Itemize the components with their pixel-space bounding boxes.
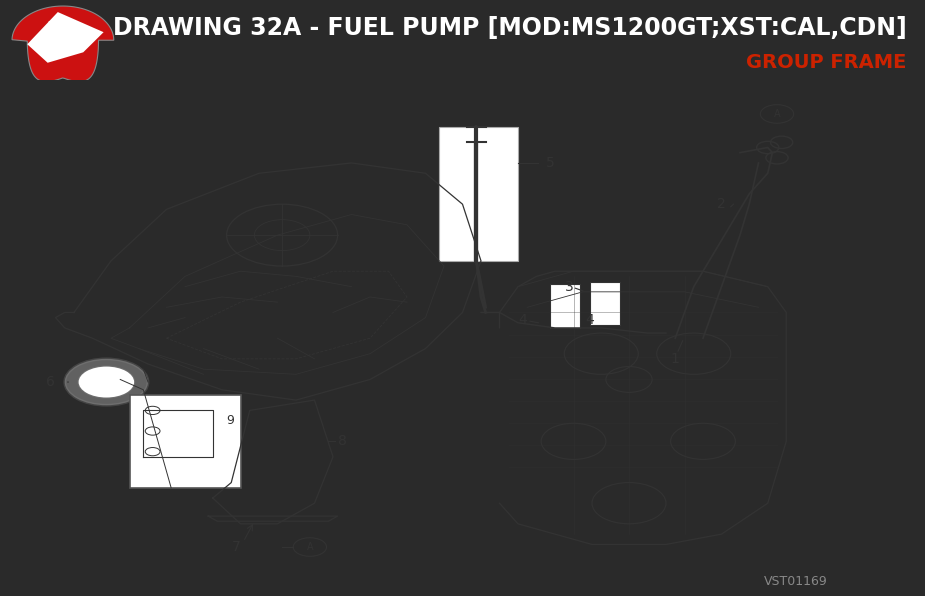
Text: 4: 4	[586, 313, 595, 327]
Text: 3: 3	[564, 280, 574, 294]
Text: 7: 7	[231, 540, 240, 554]
Text: 9: 9	[227, 414, 235, 427]
Text: A: A	[306, 542, 314, 552]
Text: 6: 6	[46, 375, 55, 389]
Text: DUCATI: DUCATI	[47, 21, 79, 30]
Text: 8: 8	[338, 434, 347, 448]
Text: GROUP FRAME: GROUP FRAME	[746, 53, 906, 72]
FancyBboxPatch shape	[550, 284, 580, 328]
Polygon shape	[12, 6, 114, 82]
Text: 2: 2	[717, 197, 726, 211]
FancyBboxPatch shape	[130, 395, 240, 488]
Text: DRAWING 32A - FUEL PUMP [MOD:MS1200GT;XST:CAL,CDN]: DRAWING 32A - FUEL PUMP [MOD:MS1200GT;XS…	[113, 16, 906, 40]
Text: 5: 5	[546, 156, 555, 170]
Text: A: A	[773, 109, 781, 119]
FancyBboxPatch shape	[590, 281, 620, 325]
Text: 1: 1	[671, 352, 680, 366]
Circle shape	[79, 367, 134, 398]
Polygon shape	[28, 12, 104, 63]
Text: 4: 4	[518, 313, 527, 327]
Text: VST01169: VST01169	[764, 575, 827, 588]
FancyBboxPatch shape	[439, 127, 518, 261]
Circle shape	[65, 359, 148, 405]
